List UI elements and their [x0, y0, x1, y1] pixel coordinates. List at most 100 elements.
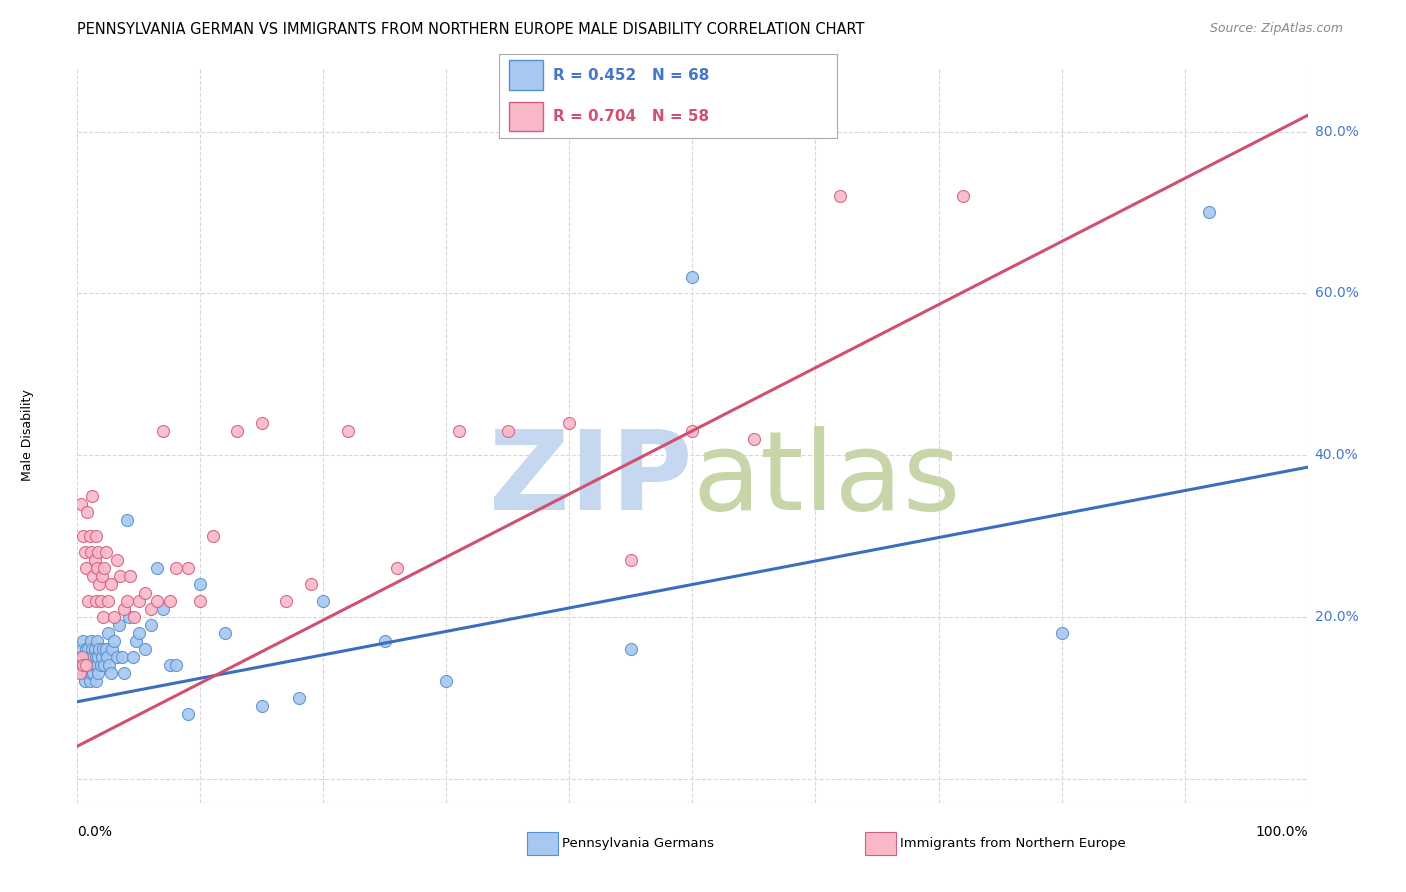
Point	[72, 634, 94, 648]
Point	[97, 626, 120, 640]
Point	[152, 601, 174, 615]
Point	[146, 561, 169, 575]
Point	[96, 650, 118, 665]
Point	[91, 609, 114, 624]
Point	[82, 650, 104, 665]
Point	[83, 553, 105, 567]
Point	[177, 561, 200, 575]
Text: Immigrants from Northern Europe: Immigrants from Northern Europe	[900, 837, 1126, 850]
Text: R = 0.704   N = 58: R = 0.704 N = 58	[553, 109, 709, 124]
Point	[93, 658, 115, 673]
Point	[165, 658, 187, 673]
Point	[94, 545, 117, 559]
Point	[75, 658, 97, 673]
Point	[312, 593, 335, 607]
Point	[110, 569, 132, 583]
Point	[82, 569, 104, 583]
Text: 0.0%: 0.0%	[77, 825, 112, 839]
Point	[952, 189, 974, 203]
Point	[115, 513, 138, 527]
Point	[82, 666, 104, 681]
Text: 100.0%: 100.0%	[1256, 825, 1308, 839]
Point	[105, 650, 128, 665]
Point	[100, 666, 122, 681]
Point	[141, 618, 163, 632]
Point	[86, 634, 108, 648]
Point	[177, 706, 200, 721]
Point	[84, 650, 107, 665]
Point	[82, 658, 104, 673]
Point	[1198, 205, 1220, 219]
Point	[103, 609, 125, 624]
Text: R = 0.452   N = 68: R = 0.452 N = 68	[553, 68, 710, 83]
Point	[98, 658, 121, 673]
Point	[118, 609, 141, 624]
Point	[337, 424, 360, 438]
Point	[115, 593, 138, 607]
Point	[146, 593, 169, 607]
Text: Source: ZipAtlas.com: Source: ZipAtlas.com	[1209, 22, 1343, 36]
Point	[79, 650, 101, 665]
Point	[299, 577, 322, 591]
Point	[558, 416, 581, 430]
Point	[1050, 626, 1073, 640]
Point	[152, 424, 174, 438]
Point	[226, 424, 249, 438]
Point	[75, 561, 97, 575]
Text: 40.0%: 40.0%	[1315, 448, 1358, 462]
Text: atlas: atlas	[693, 425, 960, 533]
Text: 20.0%: 20.0%	[1315, 610, 1358, 624]
Point	[87, 650, 110, 665]
Point	[134, 642, 156, 657]
Point	[121, 650, 143, 665]
Point	[496, 424, 519, 438]
Point	[72, 529, 94, 543]
Point	[159, 593, 181, 607]
Point	[134, 585, 156, 599]
Point	[84, 593, 107, 607]
Point	[374, 634, 396, 648]
Point	[90, 658, 112, 673]
Text: Pennsylvania Germans: Pennsylvania Germans	[562, 837, 714, 850]
Point	[122, 609, 145, 624]
Point	[830, 189, 852, 203]
Point	[69, 650, 91, 665]
Point	[72, 658, 94, 673]
Text: 80.0%: 80.0%	[1315, 125, 1358, 138]
Point	[385, 561, 409, 575]
Point	[79, 529, 101, 543]
Point	[94, 642, 117, 657]
Point	[120, 569, 142, 583]
Point	[87, 545, 110, 559]
Point	[105, 553, 128, 567]
Point	[86, 561, 108, 575]
Point	[73, 650, 96, 665]
Point	[214, 626, 236, 640]
Point	[80, 666, 103, 681]
Point	[108, 618, 131, 632]
Point	[86, 658, 108, 673]
Point	[80, 634, 103, 648]
Point	[83, 642, 105, 657]
Point	[76, 505, 98, 519]
Point	[165, 561, 187, 575]
Point	[70, 642, 93, 657]
Point	[90, 569, 114, 583]
Point	[93, 561, 115, 575]
Point	[188, 593, 212, 607]
Point	[75, 658, 97, 673]
Bar	[509, 102, 543, 131]
Point	[77, 642, 100, 657]
Point	[87, 666, 110, 681]
Point	[128, 626, 150, 640]
Point	[100, 577, 122, 591]
Point	[620, 642, 643, 657]
Point	[90, 593, 112, 607]
Point	[82, 488, 104, 502]
Point	[188, 577, 212, 591]
Point	[101, 642, 124, 657]
Point	[79, 674, 101, 689]
Point	[91, 642, 114, 657]
Text: 60.0%: 60.0%	[1315, 286, 1358, 301]
Point	[128, 593, 150, 607]
